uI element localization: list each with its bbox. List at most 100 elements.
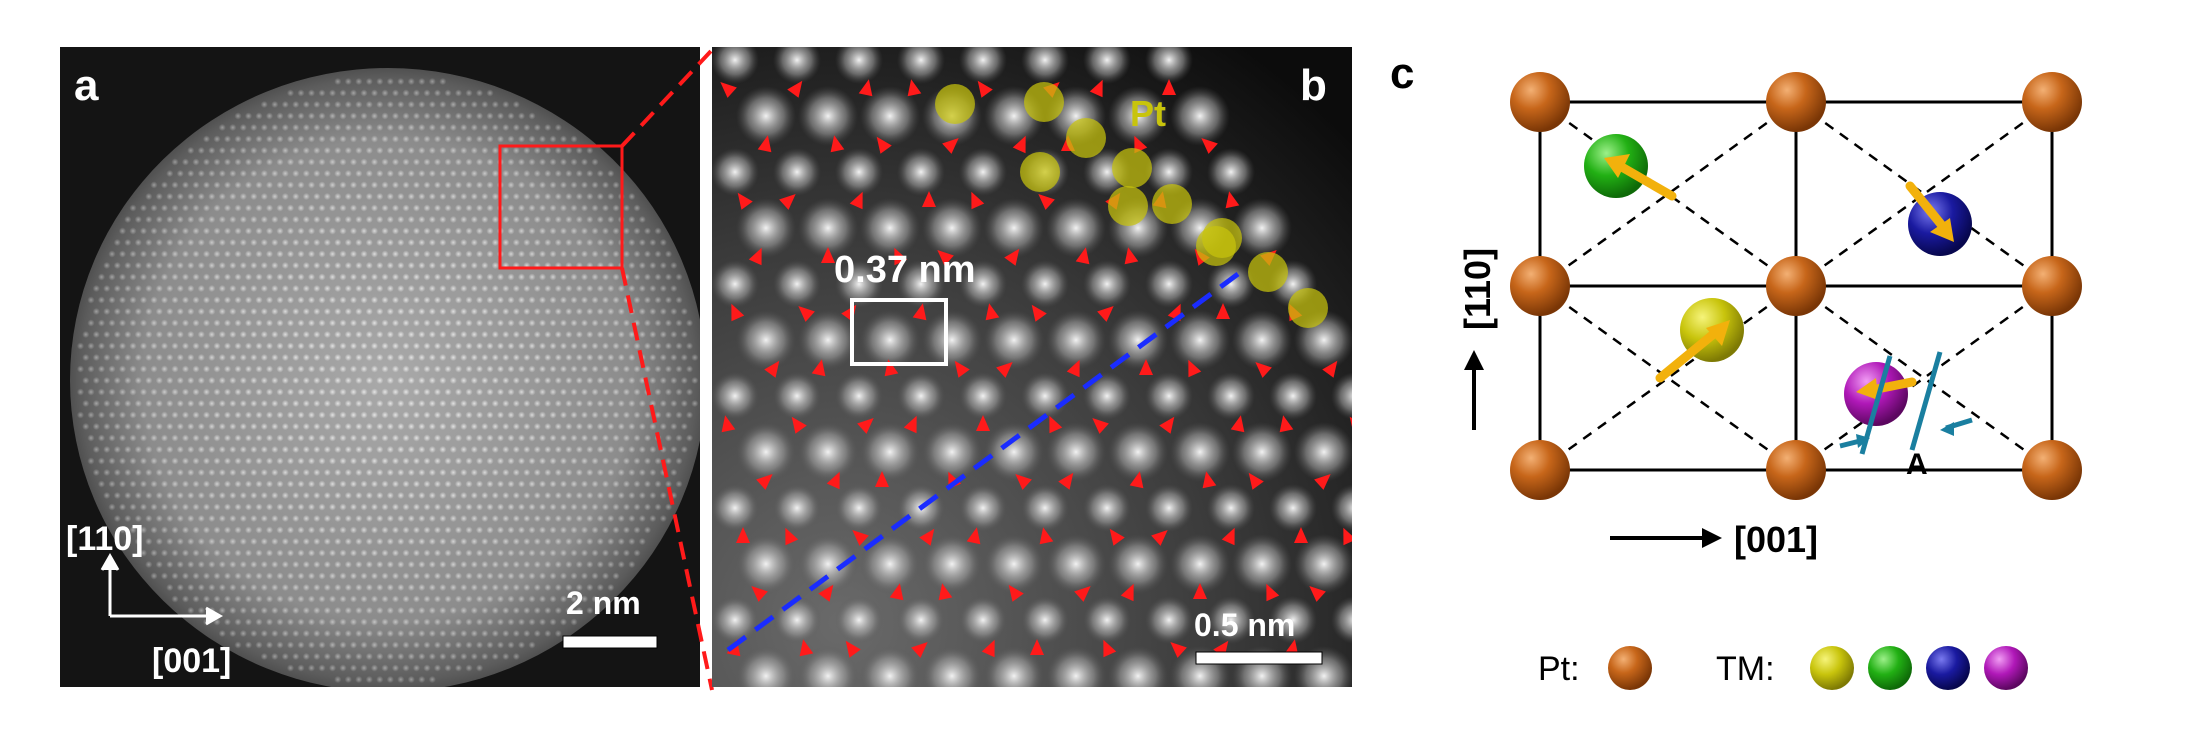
lattice-atom: [502, 606, 510, 615]
lattice-atom: [155, 192, 163, 201]
lattice-atom: [250, 514, 258, 523]
lattice-atom: [617, 560, 625, 569]
lattice-atom: [381, 457, 389, 465]
lattice-atom: [591, 549, 599, 557]
lattice-atom: [1046, 422, 1106, 482]
lattice-atom: [271, 169, 279, 178]
lattice-atom: [339, 388, 347, 396]
displacement-arrow: [1049, 415, 1063, 434]
lattice-atom: [397, 169, 405, 178]
displacement-arrow: [1039, 527, 1054, 545]
lattice-atom: [628, 560, 636, 569]
lattice-atom: [213, 434, 221, 442]
lattice-atom: [139, 388, 148, 396]
lattice-atom: [318, 388, 326, 396]
lattice-atom: [344, 169, 352, 178]
lattice-atom: [517, 480, 526, 488]
lattice-atom: [596, 169, 604, 178]
lattice-atom: [559, 388, 568, 396]
lattice-atom: [97, 319, 106, 327]
lattice-atom: [559, 342, 568, 350]
lattice-atom: [528, 503, 536, 511]
lattice-atom: [376, 307, 384, 316]
lattice-atom: [176, 560, 184, 569]
lattice-atom: [1046, 198, 1106, 258]
lattice-atom: [649, 491, 657, 500]
lattice-atom: [286, 503, 295, 511]
lattice-atom: [202, 572, 211, 580]
lattice-atom: [370, 480, 379, 488]
lattice-atom: [454, 457, 463, 465]
lattice-atom: [486, 595, 494, 603]
lattice-atom: [439, 399, 447, 408]
lattice-atom: [244, 572, 253, 580]
lattice-atom: [407, 514, 415, 523]
lattice-atom: [155, 468, 163, 477]
lattice-atom: [113, 376, 121, 385]
lattice-atom: [376, 537, 384, 546]
lattice-atom: [166, 192, 174, 201]
lattice-atom: [835, 596, 883, 644]
lattice-atom: [166, 422, 174, 431]
lattice-atom: [376, 376, 384, 385]
lattice-atom: [475, 181, 484, 189]
lattice-atom: [213, 227, 221, 235]
lattice-atom: [187, 537, 195, 546]
lattice-atom: [386, 445, 394, 454]
lattice-atom: [323, 560, 331, 569]
lattice-atom: [649, 376, 657, 385]
lattice-atom: [244, 595, 253, 603]
lattice-atom: [244, 250, 253, 258]
lattice-atom: [481, 284, 489, 293]
lattice-atom: [617, 330, 625, 339]
lattice-atom: [360, 388, 368, 396]
lattice-atom: [344, 215, 352, 224]
lattice-atom: [124, 399, 132, 408]
lattice-atom: [323, 629, 331, 638]
lattice-atom: [397, 146, 405, 155]
lattice-atom: [386, 330, 394, 339]
lattice-atom: [202, 365, 211, 373]
lattice-atom: [433, 641, 442, 649]
lattice-atom: [365, 330, 373, 339]
lattice-atom: [1207, 596, 1255, 644]
lattice-atom: [234, 411, 242, 419]
displacement-arrow: [1103, 639, 1117, 658]
lattice-atom: [565, 215, 573, 224]
lattice-atom: [512, 652, 520, 661]
lattice-atom: [433, 273, 442, 281]
lattice-atom: [628, 537, 636, 546]
lattice-atom: [139, 273, 148, 281]
lattice-atom: [643, 526, 652, 534]
lattice-atom: [465, 158, 473, 166]
lattice-atom: [244, 549, 253, 557]
lattice-atom: [339, 457, 347, 465]
lattice-atom: [533, 146, 541, 155]
lattice-atom: [286, 342, 295, 350]
lattice-atom: [465, 595, 473, 603]
lattice-atom: [355, 284, 363, 293]
lattice-atom: [145, 422, 153, 431]
lattice-atom: [580, 365, 589, 373]
lattice-atom: [423, 664, 431, 672]
lattice-atom: [381, 526, 389, 534]
lattice-atom: [622, 549, 631, 557]
lattice-atom: [407, 422, 415, 431]
lattice-atom: [297, 250, 305, 258]
lattice-atom: [507, 434, 515, 442]
lattice-atom: [591, 411, 599, 419]
lattice-atom: [664, 273, 673, 281]
lattice-atom: [208, 376, 216, 385]
lattice-atom: [1170, 310, 1230, 370]
lattice-atom: [386, 537, 394, 546]
lattice-atom: [365, 192, 373, 201]
lattice-atom: [313, 169, 321, 178]
lattice-atom: [1145, 596, 1193, 644]
lattice-atom: [449, 445, 457, 454]
lattice-atom: [286, 411, 295, 419]
lattice-atom: [586, 307, 594, 316]
lattice-atom: [265, 503, 274, 511]
lattice-atom: [244, 158, 253, 166]
lattice-atom: [607, 192, 615, 201]
lattice-atom: [528, 434, 536, 442]
